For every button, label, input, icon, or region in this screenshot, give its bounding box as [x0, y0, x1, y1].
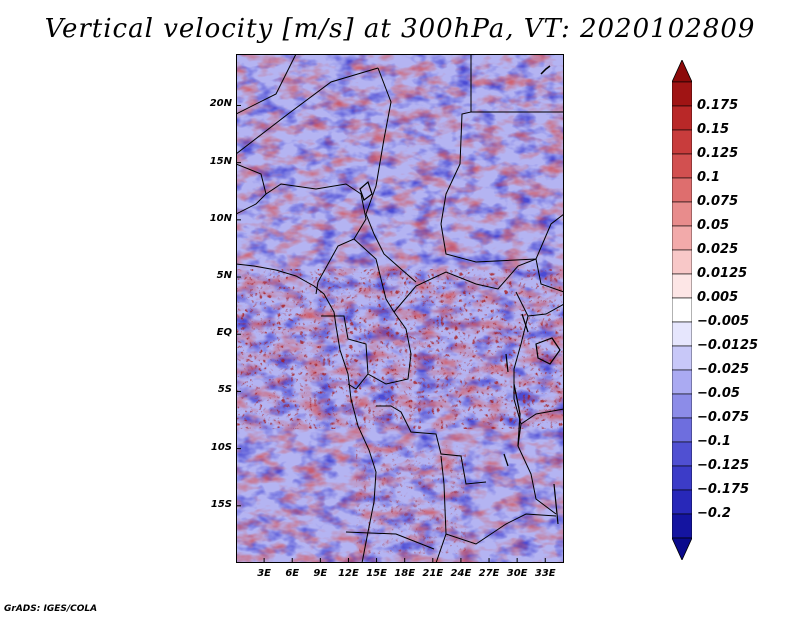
- field-convective-layer: [236, 269, 564, 429]
- lon-label-3E: 3E: [257, 568, 271, 579]
- colorbar-label: 0.15: [697, 122, 730, 137]
- lat-label-10N: 10N: [209, 212, 232, 224]
- colorbar-box: [672, 81, 692, 107]
- lat-label-5S: 5S: [217, 384, 232, 396]
- colorbar-box: [672, 129, 692, 155]
- colorbar-box: [672, 201, 692, 227]
- colorbar-label: 0.075: [697, 194, 739, 209]
- colorbar-max-triangle: [672, 60, 692, 83]
- colorbar-box: [672, 417, 692, 443]
- colorbar-box: [672, 441, 692, 467]
- grads-credit: GrADS: IGES/COLA: [4, 604, 98, 614]
- colorbar-box: [672, 273, 692, 299]
- lon-label-18E: 18E: [394, 568, 416, 579]
- lon-label-33E: 33E: [534, 568, 556, 579]
- colorbar-label: −0.005: [697, 314, 750, 329]
- lon-label-21E: 21E: [422, 568, 444, 579]
- colorbar-label: −0.2: [697, 506, 731, 521]
- border-cameroon-car: [353, 238, 395, 313]
- lake-chad: [359, 180, 373, 201]
- border-gabon: [321, 315, 369, 375]
- lon-label-30E: 30E: [506, 568, 528, 579]
- longitude-ticks: [263, 558, 546, 563]
- border-chad-libya: [375, 67, 392, 187]
- border-car-south: [393, 258, 537, 313]
- border-zambia-south: [445, 513, 557, 545]
- lake-tanganyika: [513, 383, 521, 447]
- latitude-ticks: [236, 104, 241, 507]
- colorbar-min-triangle: [672, 537, 692, 560]
- lake-mweru: [503, 453, 509, 467]
- map-frame: [236, 54, 564, 563]
- country-borders: [236, 54, 564, 563]
- colorbar-box: [672, 297, 692, 323]
- colorbar-boxes: [672, 60, 692, 560]
- colorbar-box: [672, 369, 692, 395]
- lat-label-15N: 15N: [209, 155, 232, 167]
- border-north-mali: [236, 54, 297, 115]
- colorbar-label: −0.05: [697, 386, 740, 401]
- colorbar-box: [672, 249, 692, 275]
- lake-victoria: [535, 337, 561, 365]
- colorbar-label: 0.005: [697, 290, 739, 305]
- colorbar-box: [672, 513, 692, 539]
- lat-label-20N: 20N: [209, 98, 232, 110]
- lake-kivu: [505, 353, 509, 373]
- lat-label-10S: 10S: [210, 441, 232, 453]
- lon-label-12E: 12E: [338, 568, 359, 579]
- colorbar-box: [672, 105, 692, 131]
- colorbar-box: [672, 465, 692, 491]
- colorbar-label: 0.025: [697, 242, 739, 257]
- lake-malawi: [553, 483, 559, 525]
- colorbar-label: 0.0125: [697, 266, 748, 281]
- colorbar-label: 0.125: [697, 146, 739, 161]
- map-title: Vertical velocity [m/s] at 300hPa, VT: 2…: [44, 14, 756, 44]
- coastline-west-africa: [236, 263, 377, 563]
- lon-label-27E: 27E: [478, 568, 500, 579]
- velocity-map: [236, 54, 564, 563]
- border-uganda-kenya: [527, 303, 564, 317]
- border-angola-drc: [376, 405, 487, 485]
- border-sudan-south: [440, 213, 564, 263]
- colorbar-label: −0.075: [697, 410, 750, 425]
- colorbar-label: −0.125: [697, 458, 750, 473]
- lake-albert: [521, 313, 529, 333]
- border-angola-zambia: [435, 455, 447, 563]
- colorbar-box: [672, 177, 692, 203]
- colorbar-box: [672, 225, 692, 251]
- lat-label-5N: 5N: [216, 270, 232, 282]
- border-drc-east: [513, 291, 557, 515]
- colorbar-box: [672, 489, 692, 515]
- border-namibia: [345, 531, 435, 550]
- red-sea-coast: [540, 65, 551, 75]
- border-libya-egypt: [440, 54, 472, 225]
- colorbar-box: [672, 321, 692, 347]
- colorbar-label: 0.175: [697, 98, 739, 113]
- colorbar-box: [672, 345, 692, 371]
- lon-label-9E: 9E: [313, 568, 328, 579]
- lon-label-24E: 24E: [450, 568, 472, 579]
- colorbar: [672, 60, 692, 560]
- lon-label-15E: 15E: [366, 568, 387, 579]
- colorbar-box: [672, 393, 692, 419]
- colorbar-label: −0.175: [697, 482, 750, 497]
- lon-label-6E: 6E: [285, 568, 300, 579]
- colorbar-label: −0.025: [697, 362, 750, 377]
- lat-label-EQ: EQ: [216, 327, 232, 339]
- border-nigeria-cameroon: [265, 183, 367, 295]
- colorbar-label: 0.1: [697, 170, 721, 185]
- border-congo-drc: [347, 311, 412, 390]
- border-ethiopia: [535, 258, 564, 293]
- border-niger-algeria: [236, 67, 379, 155]
- lakes: [359, 180, 561, 525]
- colorbar-box: [672, 153, 692, 179]
- border-tanzania: [520, 408, 564, 425]
- colorbar-label: −0.1: [697, 434, 731, 449]
- border-chad-sudan: [365, 185, 417, 283]
- lat-label-15S: 15S: [210, 498, 232, 510]
- colorbar-label: 0.05: [697, 218, 730, 233]
- border-west-nigeria: [236, 163, 267, 215]
- colorbar-label: −0.0125: [697, 338, 759, 353]
